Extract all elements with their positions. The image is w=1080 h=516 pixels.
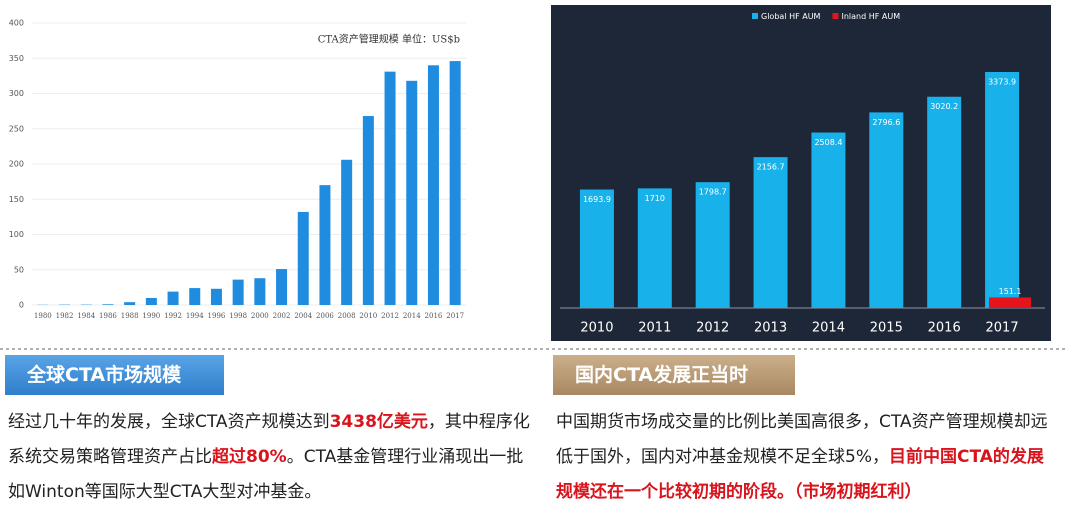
bar <box>811 132 846 308</box>
x-tick-label: 2004 <box>294 312 312 320</box>
legend-swatch <box>832 13 839 19</box>
x-tick-label: 2016 <box>928 321 961 336</box>
x-tick-label: 1982 <box>56 312 74 320</box>
bar <box>297 211 309 305</box>
x-tick-label: 2006 <box>316 312 334 320</box>
y-tick-label: 0 <box>19 301 24 310</box>
x-tick-label: 1986 <box>99 312 117 320</box>
x-tick-label: 1980 <box>34 312 52 320</box>
bar <box>189 288 201 305</box>
y-tick-label: 250 <box>9 124 24 133</box>
bar <box>167 291 179 305</box>
x-tick-label: 2012 <box>381 312 399 320</box>
legend-swatch <box>752 13 758 19</box>
y-tick-label: 350 <box>9 54 24 63</box>
x-tick-label: 1994 <box>186 312 204 320</box>
y-tick-label: 300 <box>9 89 24 98</box>
bar <box>869 112 904 308</box>
bar <box>232 279 244 305</box>
x-tick-label: 2015 <box>870 321 903 336</box>
value-label: 1710 <box>645 194 665 203</box>
bar <box>210 288 222 305</box>
section-title: 国内CTA发展正当时 <box>553 355 795 395</box>
value-label: 2156.7 <box>757 163 785 172</box>
paragraph: 经过几十年的发展，全球CTA资产规模达到3438亿美元，其中程序化系统交易策略管… <box>8 405 533 510</box>
highlight-text: 3438亿美元 <box>329 412 428 432</box>
x-tick-label: 2013 <box>754 321 787 336</box>
x-tick-label: 2014 <box>812 321 845 336</box>
highlight-text: 目前中国CTA的发展规模还在一个比较初期的阶段。（市场初期红利） <box>556 447 1044 502</box>
x-tick-label: 1998 <box>229 312 247 320</box>
x-tick-label: 2017 <box>446 312 464 320</box>
legend-label: Inland HF AUM <box>841 12 900 21</box>
bar <box>985 72 1020 308</box>
x-tick-label: 2008 <box>338 312 356 320</box>
text: 中国期货市场成交量的比例比美国高很多，CTA资产管理规模却远低于国外，国内对冲基… <box>556 412 1048 467</box>
value-label: 151.1 <box>999 287 1022 296</box>
bar <box>384 71 396 306</box>
bar <box>427 65 439 305</box>
y-tick-label: 100 <box>9 230 24 239</box>
bar <box>637 188 672 308</box>
x-tick-label: 2002 <box>273 312 291 320</box>
value-label: 2796.6 <box>872 118 900 127</box>
text: ，其中程序化系统交易策略管理资产占比 <box>8 412 530 467</box>
x-tick-label: 1992 <box>164 312 182 320</box>
bar <box>989 297 1032 308</box>
x-tick-label: 1996 <box>208 312 226 320</box>
bar <box>753 157 788 308</box>
bar <box>276 269 288 305</box>
value-label: 3020.2 <box>930 102 958 111</box>
value-label: 1693.9 <box>583 195 611 204</box>
chart-title: CTA资产管理规模 单位：US$b <box>318 33 460 46</box>
text: 。CTA基金管理行业涌现出一批如Winton等国际大型CTA大型对冲基金。 <box>8 447 524 502</box>
x-tick-label: 2017 <box>986 321 1019 336</box>
bar <box>254 278 266 305</box>
bar <box>124 302 136 305</box>
x-tick-label: 2010 <box>580 321 613 336</box>
x-tick-label: 1990 <box>142 312 160 320</box>
bar <box>927 96 962 308</box>
text: 经过几十年的发展，全球CTA资产规模达到 <box>8 412 330 432</box>
legend-label: Global HF AUM <box>761 12 821 21</box>
x-tick-label: 2000 <box>251 312 269 320</box>
x-tick-label: 1984 <box>77 312 95 320</box>
y-tick-label: 50 <box>14 265 24 274</box>
bar <box>102 304 114 305</box>
highlight-text: 超过80% <box>212 447 287 467</box>
x-tick-label: 2012 <box>696 321 729 336</box>
dark-panel <box>551 5 1051 341</box>
x-tick-label: 2011 <box>638 321 671 336</box>
x-tick-label: 2014 <box>403 312 421 320</box>
bar <box>319 185 331 305</box>
x-tick-label: 2010 <box>359 312 377 320</box>
value-label: 1798.7 <box>699 188 727 197</box>
bar <box>449 61 461 305</box>
bar <box>145 297 157 305</box>
section-title: 全球CTA市场规模 <box>5 355 224 395</box>
bar <box>406 80 418 305</box>
bar <box>341 159 353 305</box>
paragraph: 中国期货市场成交量的比例比美国高很多，CTA资产管理规模却远低于国外，国内对冲基… <box>556 405 1056 510</box>
value-label: 2508.4 <box>814 138 842 147</box>
x-tick-label: 2016 <box>425 312 443 320</box>
bar <box>362 116 374 305</box>
x-tick-label: 1988 <box>121 312 139 320</box>
bar <box>579 189 614 308</box>
y-tick-label: 150 <box>9 195 24 204</box>
y-tick-label: 400 <box>9 19 24 28</box>
y-tick-label: 200 <box>9 160 24 169</box>
bar <box>695 182 730 308</box>
value-label: 3373.9 <box>988 78 1016 87</box>
